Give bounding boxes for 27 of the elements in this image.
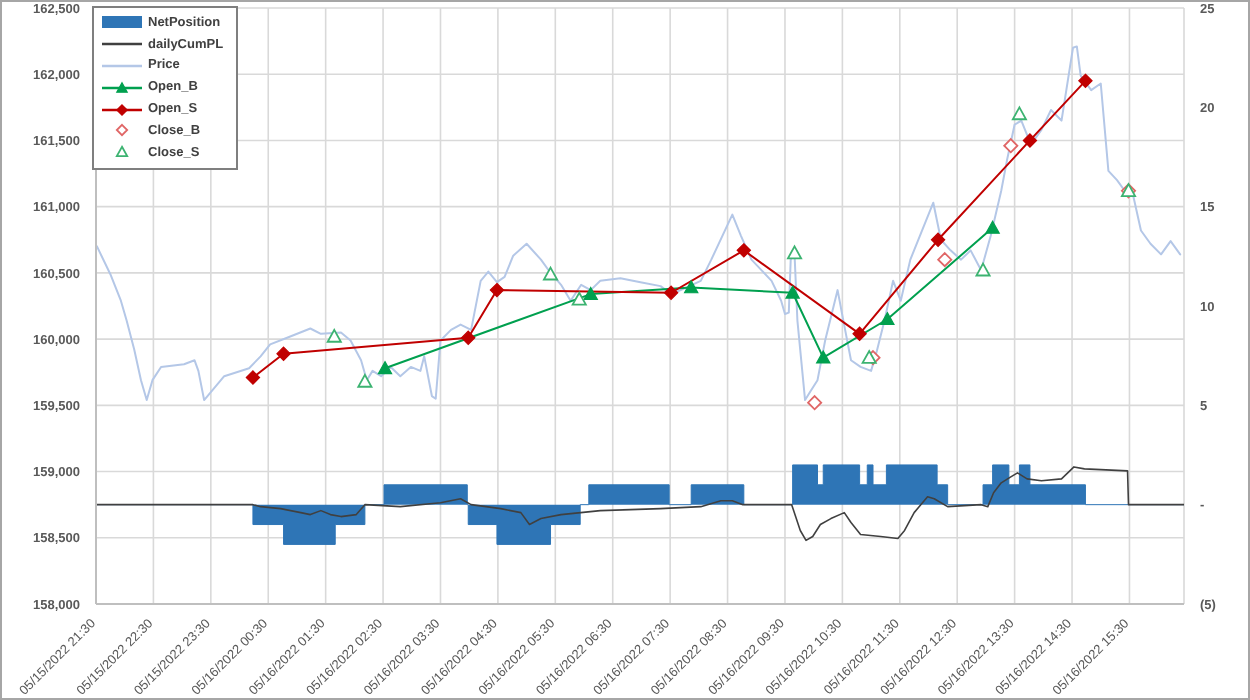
point xyxy=(583,286,598,300)
point xyxy=(326,328,342,343)
point xyxy=(543,266,559,281)
point xyxy=(930,232,946,247)
point xyxy=(489,282,505,298)
point xyxy=(937,252,953,268)
point xyxy=(816,350,831,364)
point xyxy=(276,346,291,361)
point xyxy=(985,220,1000,234)
point xyxy=(785,285,800,299)
point xyxy=(975,262,991,277)
point xyxy=(852,326,867,342)
point xyxy=(571,291,587,306)
point xyxy=(377,361,393,375)
point xyxy=(1011,106,1027,121)
point xyxy=(357,373,373,388)
point xyxy=(807,395,823,411)
point xyxy=(1022,133,1038,148)
point xyxy=(787,245,803,260)
point xyxy=(1003,138,1019,154)
point xyxy=(736,243,752,258)
point xyxy=(245,370,261,385)
point xyxy=(683,280,699,294)
point xyxy=(880,312,895,326)
point xyxy=(1078,73,1093,89)
point xyxy=(461,330,476,345)
point xyxy=(663,285,679,300)
